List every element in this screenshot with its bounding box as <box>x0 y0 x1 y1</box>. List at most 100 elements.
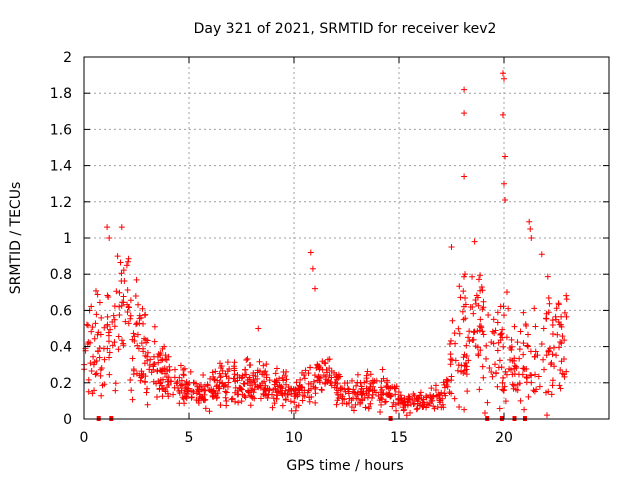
data-point <box>358 385 365 392</box>
data-point <box>305 370 312 377</box>
data-point <box>107 326 114 333</box>
data-point <box>460 288 467 295</box>
y-tick-label: 1 <box>63 231 72 247</box>
data-point <box>323 376 330 383</box>
data-point <box>486 365 493 372</box>
data-point <box>549 351 556 358</box>
data-point <box>404 402 411 409</box>
data-point <box>420 403 427 410</box>
data-point <box>456 330 463 337</box>
data-point <box>260 362 267 369</box>
data-point <box>141 335 148 342</box>
data-point <box>373 389 380 396</box>
data-point <box>129 396 136 403</box>
data-point <box>432 382 439 389</box>
data-point <box>405 395 412 402</box>
data-point <box>219 367 226 374</box>
data-point <box>383 391 390 398</box>
data-point <box>308 385 315 392</box>
data-point <box>146 361 153 368</box>
data-point <box>499 386 506 393</box>
data-point <box>188 394 195 401</box>
data-point <box>118 337 125 344</box>
data-point <box>494 347 501 354</box>
data-point <box>365 391 372 398</box>
data-point <box>535 373 542 380</box>
data-point <box>543 412 550 419</box>
data-point <box>559 333 566 340</box>
data-point <box>128 387 135 394</box>
data-point <box>204 381 211 388</box>
data-point <box>106 371 113 378</box>
data-point <box>242 366 249 373</box>
data-point <box>143 389 150 396</box>
data-point <box>413 395 420 402</box>
data-point <box>280 368 287 375</box>
data-point <box>232 398 239 405</box>
data-point <box>446 340 453 347</box>
data-point <box>223 389 230 396</box>
data-point <box>88 303 95 310</box>
data-point <box>239 374 246 381</box>
data-point <box>499 326 506 333</box>
data-point <box>106 354 113 361</box>
data-point <box>524 331 531 338</box>
data-point <box>548 391 555 398</box>
data-point <box>355 395 362 402</box>
data-point <box>232 378 239 385</box>
data-point <box>164 366 171 373</box>
data-point <box>234 387 241 394</box>
data-point <box>400 407 407 414</box>
data-point <box>409 397 416 404</box>
x-tick-label: 0 <box>80 430 89 446</box>
data-point <box>263 388 270 395</box>
data-point <box>337 373 344 380</box>
data-point <box>312 399 319 406</box>
y-axis-title: SRMTID / TECUs <box>8 182 24 295</box>
data-point <box>489 373 496 380</box>
data-point <box>281 390 288 397</box>
data-point <box>447 356 454 363</box>
data-point <box>480 331 487 338</box>
data-point <box>521 406 528 413</box>
data-point <box>525 393 532 400</box>
data-point <box>480 304 487 311</box>
data-point <box>434 404 441 411</box>
data-point <box>95 329 102 336</box>
data-point <box>278 383 285 390</box>
data-point <box>153 393 160 400</box>
data-point <box>271 400 278 407</box>
data-point <box>183 393 190 400</box>
data-point <box>246 376 253 383</box>
data-point <box>164 384 171 391</box>
data-point <box>426 399 433 406</box>
data-point <box>447 361 454 368</box>
data-point <box>378 401 385 408</box>
data-point <box>494 319 501 326</box>
data-point <box>211 377 218 384</box>
data-point <box>141 360 148 367</box>
data-point <box>263 361 270 368</box>
data-point <box>367 400 374 407</box>
data-point <box>475 276 482 283</box>
data-point <box>287 398 294 405</box>
data-point <box>300 371 307 378</box>
data-point <box>434 392 441 399</box>
data-point <box>279 374 286 381</box>
data-point <box>561 309 568 316</box>
data-point <box>120 267 127 274</box>
data-point <box>485 312 492 319</box>
data-point <box>292 387 299 394</box>
data-point <box>127 315 134 322</box>
data-point <box>94 291 101 298</box>
data-point <box>301 393 308 400</box>
data-point <box>451 395 458 402</box>
data-point <box>105 338 112 345</box>
data-point <box>491 330 498 337</box>
x-tick-label: 15 <box>390 430 408 446</box>
data-point <box>270 395 277 402</box>
data-point <box>442 392 449 399</box>
data-point <box>83 321 90 328</box>
data-point <box>144 337 151 344</box>
data-point <box>272 370 279 377</box>
